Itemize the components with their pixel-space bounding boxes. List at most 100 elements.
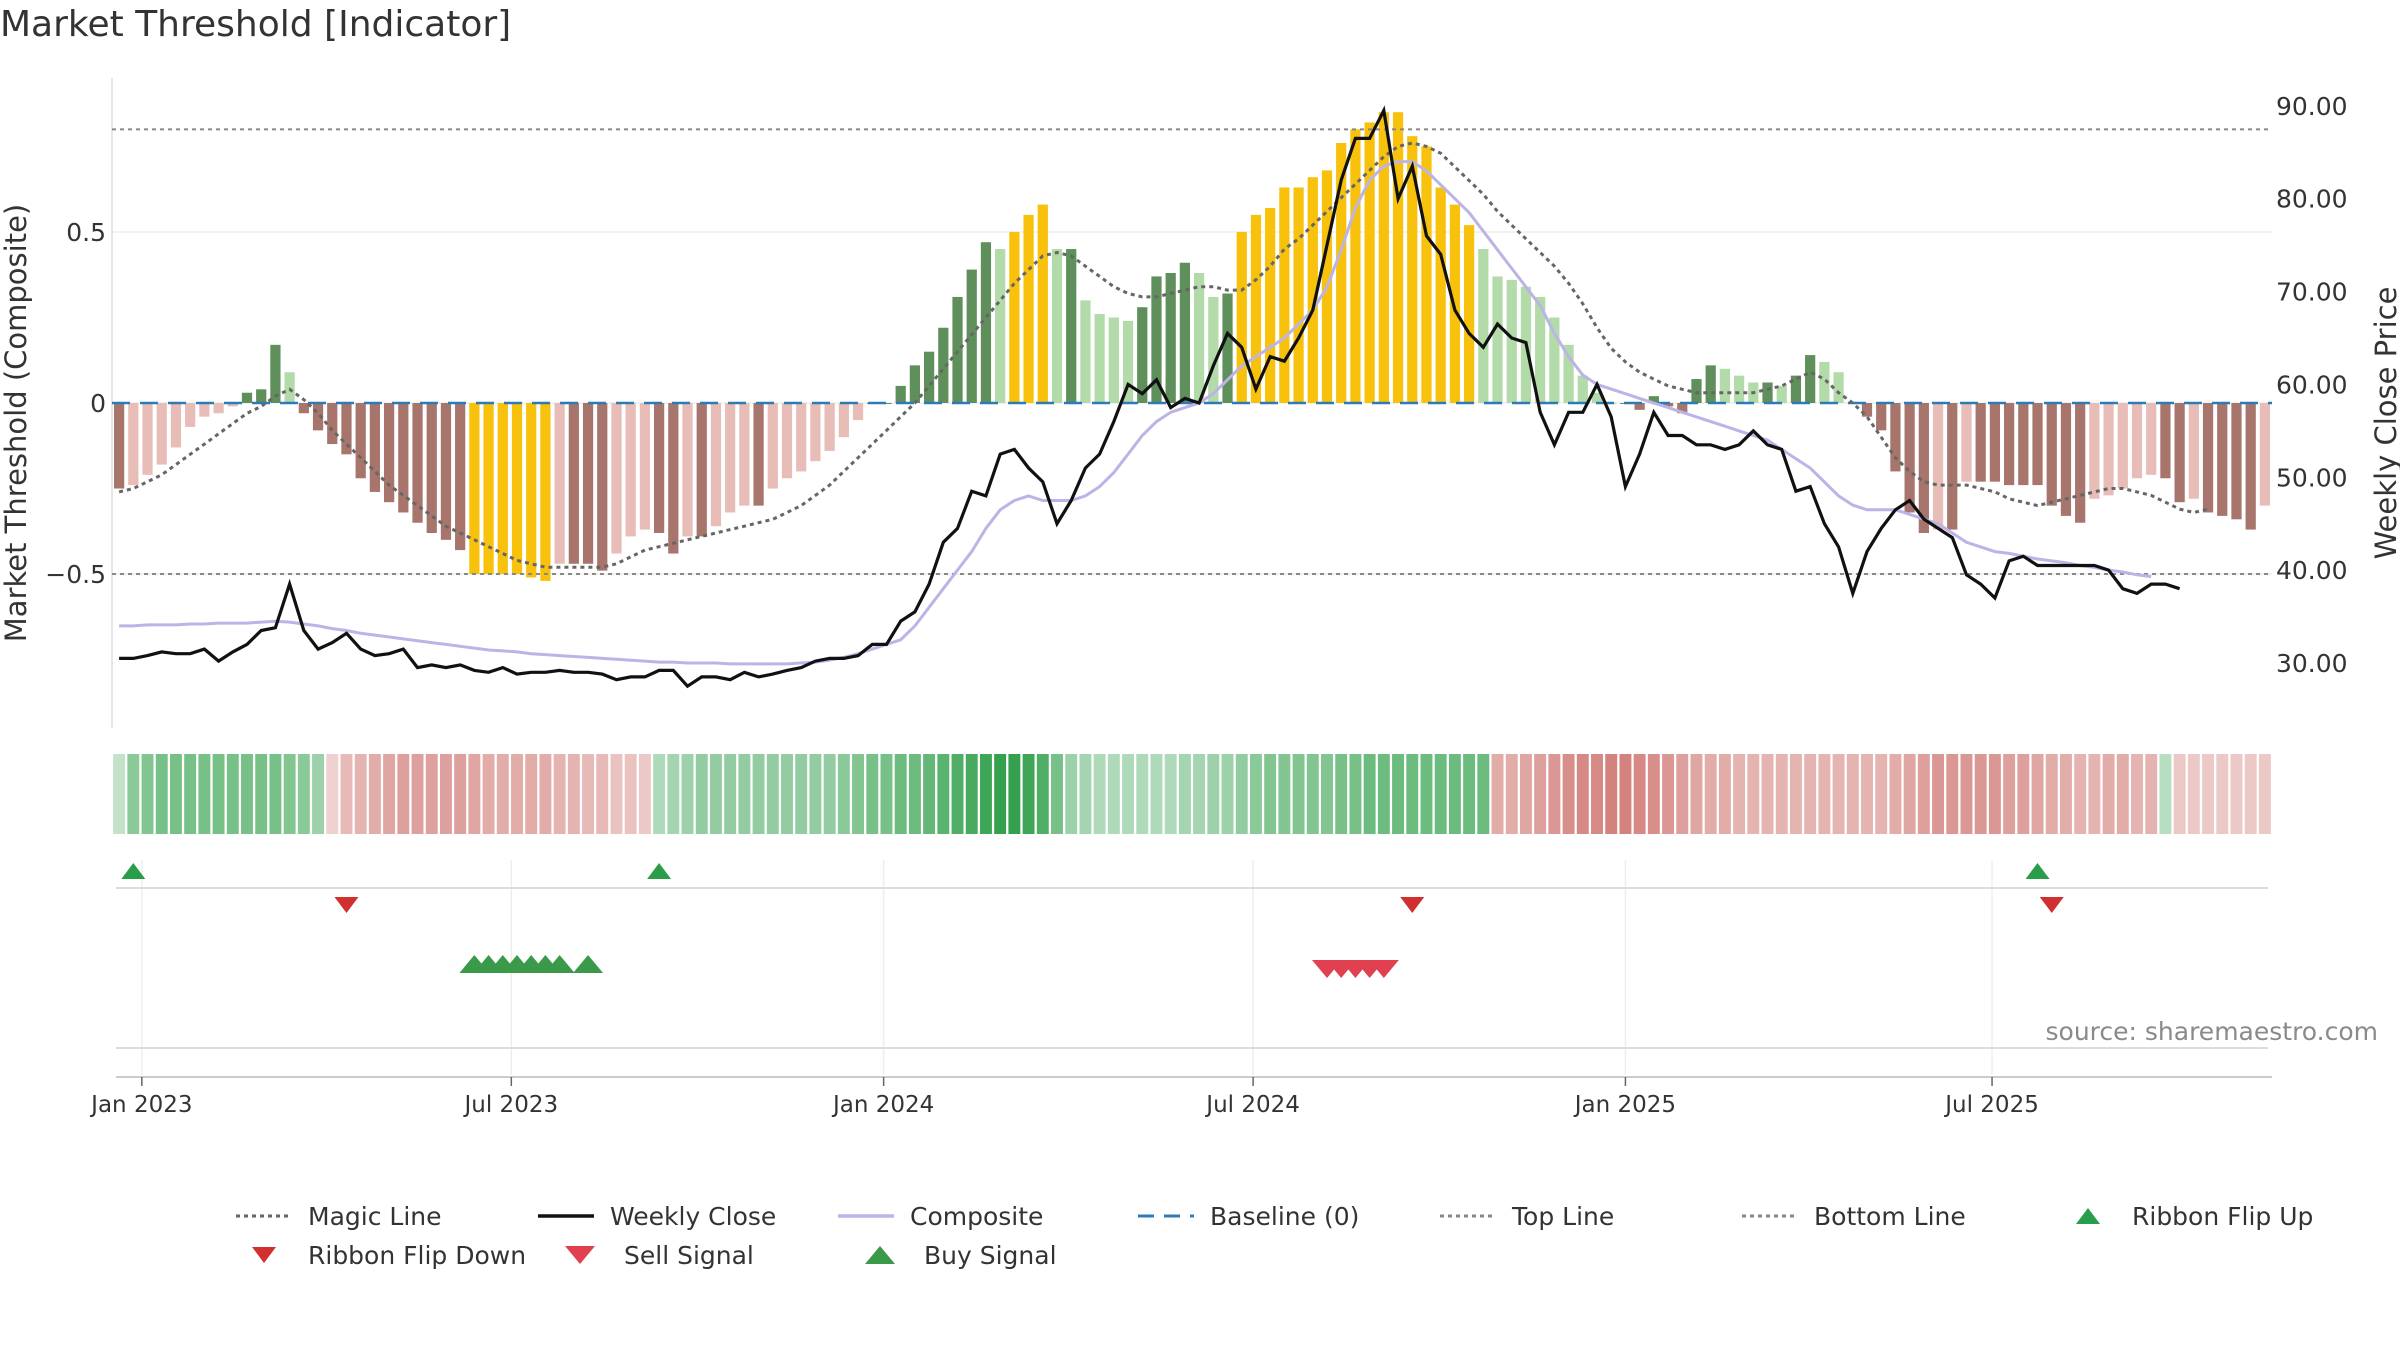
composite-bar <box>1080 300 1091 403</box>
ribbon-cell <box>283 754 296 834</box>
ribbon-cell <box>2059 754 2072 834</box>
composite-bar <box>1307 177 1318 403</box>
composite-bar <box>2018 403 2029 486</box>
ribbon-cell <box>937 754 950 834</box>
composite-bar <box>1591 392 1603 403</box>
ribbon-cell <box>269 754 282 834</box>
ribbon-cell <box>1207 754 1220 834</box>
composite-bar <box>113 403 125 489</box>
ribbon-cell <box>894 754 907 834</box>
ribbon-flip-down-marker <box>1400 897 1425 913</box>
legend-label: Magic Line <box>308 1202 442 1231</box>
composite-bar <box>767 403 778 489</box>
ribbon-cell <box>781 754 793 834</box>
ribbon-cell <box>2216 754 2229 834</box>
ribbon-cell <box>1505 754 1518 834</box>
y-right-tick-label: 60.00 <box>2276 370 2348 399</box>
composite-bar <box>270 344 281 403</box>
ribbon-cell <box>1676 754 1689 834</box>
composite-bar <box>412 403 423 523</box>
ribbon-cell <box>1534 754 1547 834</box>
y-tick-label: 0 <box>90 389 106 418</box>
ribbon-cell <box>1662 754 1675 834</box>
y-right-tick-label: 40.00 <box>2276 556 2348 585</box>
composite-bar <box>923 351 935 403</box>
ribbon-cell <box>752 754 765 834</box>
composite-bar <box>511 403 523 575</box>
ribbon-cell <box>1562 754 1575 834</box>
ribbon-cell <box>1789 754 1802 834</box>
ribbon-cell <box>1733 754 1746 834</box>
composite-bar <box>781 403 793 479</box>
signal-markers <box>121 863 2064 978</box>
ribbon-cell <box>1136 754 1149 834</box>
composite-bar <box>1705 365 1716 403</box>
ribbon-cell <box>1889 754 1902 834</box>
x-tick-label: Jul 2025 <box>1943 1092 2039 1118</box>
ribbon-flip-up-marker <box>121 863 146 879</box>
composite-bar <box>383 403 395 503</box>
composite-bar <box>824 403 835 451</box>
x-tick-label: Jan 2023 <box>89 1092 192 1118</box>
ribbon-cell <box>2145 754 2158 834</box>
y-tick-label: 0.5 <box>66 218 106 247</box>
ribbon-cell <box>169 754 182 834</box>
composite-bar <box>1634 403 1645 410</box>
ribbon-cell <box>809 754 822 834</box>
composite-bar <box>2075 403 2086 523</box>
ribbon-cell <box>312 754 325 834</box>
composite-bar <box>1733 375 1745 403</box>
legend-label: Bottom Line <box>1814 1202 1966 1231</box>
y-right-tick-label: 70.00 <box>2276 278 2348 307</box>
legend-label: Baseline (0) <box>1210 1202 1359 1231</box>
ribbon-cell <box>241 754 253 834</box>
composite-bar <box>1236 231 1247 403</box>
ribbon-cell <box>1221 754 1234 834</box>
composite-bar <box>1932 403 1944 530</box>
composite-bar <box>1577 375 1588 403</box>
ribbon-cell <box>667 754 680 834</box>
composite-bar <box>1435 187 1446 403</box>
ribbon-flip-down-marker <box>334 897 359 913</box>
trend-ribbon <box>113 754 2271 834</box>
composite-bar <box>1293 187 1304 403</box>
ribbon-cell <box>1519 754 1532 834</box>
composite-bar <box>995 249 1006 403</box>
ribbon-cell <box>1633 754 1646 834</box>
ribbon-cell <box>2102 754 2115 834</box>
y-right-tick-label: 50.00 <box>2276 463 2348 492</box>
ribbon-cell <box>653 754 666 834</box>
axes <box>111 78 2272 1086</box>
composite-bar <box>1421 146 1432 403</box>
ribbon-cell <box>1988 754 2001 834</box>
legend-label: Ribbon Flip Down <box>308 1241 526 1270</box>
ribbon-cell <box>354 754 367 834</box>
x-tick-label: Jan 2024 <box>831 1092 934 1118</box>
ribbon-cell <box>908 754 921 834</box>
composite-bar <box>682 403 693 537</box>
ribbon-cell <box>1292 754 1305 834</box>
composite-bar <box>1066 249 1077 403</box>
legend-item-buy: Buy Signal <box>865 1241 1057 1270</box>
y-right-tick-label: 80.00 <box>2276 185 2348 214</box>
ribbon-cell <box>1761 754 1774 834</box>
ribbon-cell <box>1164 754 1177 834</box>
composite-bar <box>2146 403 2157 475</box>
composite-bar <box>227 403 238 407</box>
composite-bar <box>1506 279 1517 403</box>
ribbon-cell <box>439 754 452 834</box>
ribbon-cell <box>1022 754 1035 834</box>
composite-bar <box>852 403 864 421</box>
composite-bar <box>1876 403 1887 431</box>
composite-bar <box>2245 403 2256 530</box>
composite-bar <box>341 403 352 455</box>
composite-bar <box>725 403 736 513</box>
ribbon-cell <box>1932 754 1945 834</box>
ribbon-cell <box>567 754 580 834</box>
legend-swatch <box>865 1246 895 1264</box>
ribbon-cell <box>1321 754 1333 834</box>
composite-bar <box>1250 214 1262 403</box>
ribbon-cell <box>823 754 836 834</box>
ribbon-cell <box>994 754 1007 834</box>
composite-bar <box>2231 403 2242 520</box>
